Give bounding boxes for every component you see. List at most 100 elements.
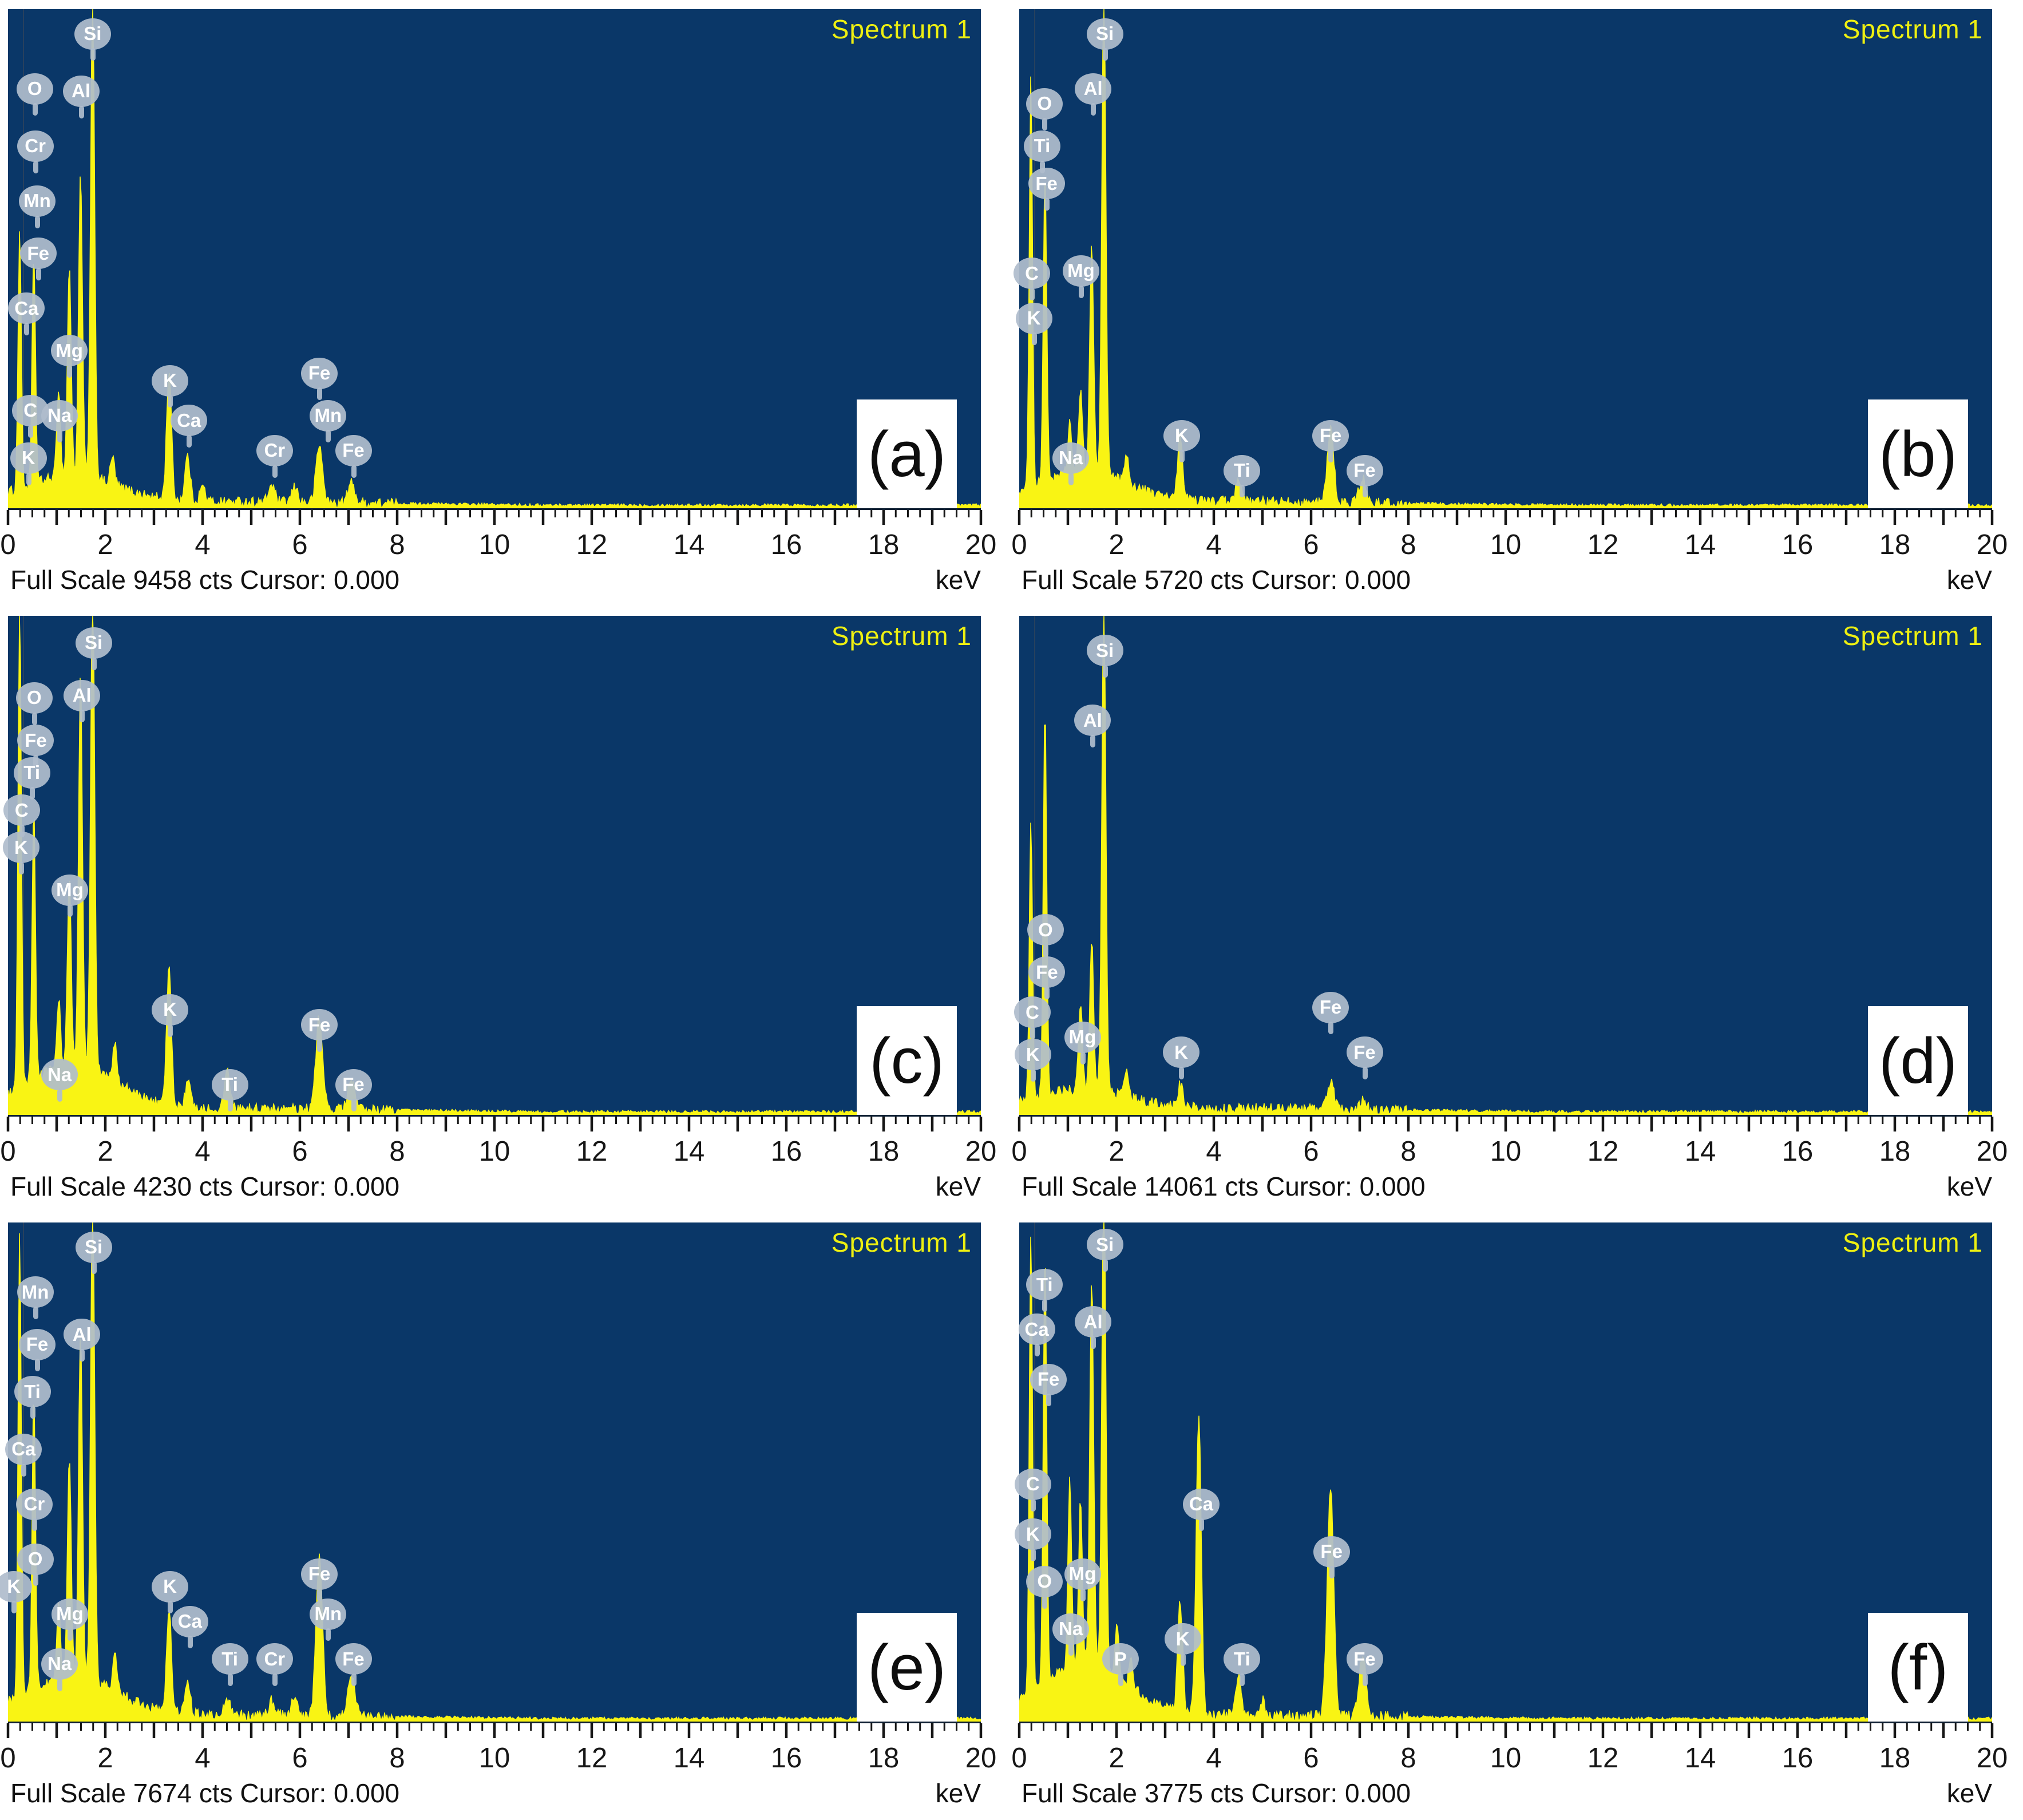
x-axis-tick-labels: 0 2 4 6 8 10 12 14 16 18 20 (0, 1135, 996, 1168)
element-label-ca: Ca (5, 1433, 42, 1477)
element-label-fe: Fe (1312, 991, 1349, 1035)
element-label-c: C (1014, 258, 1051, 300)
spectrum-plot-area: Spectrum 1 Si Al O Ti Fe C Mg K Na K Ti Fe Fe (b) (1014, 9, 1992, 510)
spectrum-title: Spectrum 1 (1842, 14, 1983, 44)
x-tick-label: 12 (576, 529, 608, 560)
element-label-ti: Ti (14, 1376, 51, 1419)
element-label-al: Al (62, 75, 100, 118)
element-label-ti: Ti (13, 757, 50, 800)
element-label-al: Al (64, 1319, 101, 1362)
element-label-ca: Ca (171, 405, 208, 448)
x-tick-label: 8 (389, 1136, 405, 1167)
x-tick-label: 10 (1490, 1743, 1522, 1774)
element-label-k: K (1014, 1518, 1051, 1561)
element-label-cr: Cr (256, 434, 293, 478)
x-tick-label: 10 (1490, 529, 1522, 560)
element-label-fe: Fe (19, 1328, 56, 1372)
panel-letter-badge: (d) (1868, 1006, 1968, 1115)
x-tick-label: 10 (478, 1136, 510, 1167)
x-tick-label: 6 (1303, 529, 1319, 560)
element-label-al: Al (64, 679, 101, 723)
x-tick-label: 10 (478, 529, 510, 560)
element-label-c: C (3, 794, 40, 837)
element-label-mn: Mn (17, 1276, 54, 1319)
element-label-mg: Mg (51, 1598, 88, 1641)
element-label-na: Na (1052, 442, 1090, 485)
element-label-k: K (1015, 302, 1052, 346)
x-tick-label: 12 (1587, 1136, 1619, 1167)
spectrum-trace (8, 1222, 981, 1722)
spectrum-title: Spectrum 1 (1842, 1228, 1983, 1257)
spectrum-title: Spectrum 1 (831, 14, 972, 44)
element-label-ti: Ti (211, 1069, 248, 1112)
x-tick-label: 18 (868, 1136, 900, 1167)
element-label-mg: Mg (1064, 1558, 1101, 1601)
status-row: Full Scale 14061 cts Cursor: 0.000 keV (1019, 1171, 1992, 1203)
element-label-fe: Fe (335, 1643, 372, 1686)
x-tick-label: 0 (1011, 1743, 1027, 1774)
element-label-fe: Fe (335, 1069, 372, 1112)
element-label-ti: Ti (211, 1643, 248, 1686)
x-tick-label: 0 (1011, 1136, 1027, 1167)
element-label-si: Si (74, 18, 111, 61)
x-tick-label: 14 (1684, 529, 1716, 560)
x-tick-label: 6 (292, 529, 308, 560)
spectrum-area-path (8, 9, 981, 508)
x-tick-label: 6 (1303, 1136, 1319, 1167)
x-tick-label: 16 (770, 529, 802, 560)
status-row: Full Scale 4230 cts Cursor: 0.000 keV (8, 1171, 981, 1203)
spectrum-area-path (1019, 616, 1992, 1115)
x-tick-label: 14 (673, 1136, 705, 1167)
x-tick-label: 4 (1206, 1136, 1222, 1167)
x-tick-label: 4 (195, 1136, 211, 1167)
element-label-fe: Fe (335, 434, 372, 478)
x-axis-tick-labels: 0 2 4 6 8 10 12 14 16 18 20 (0, 1742, 996, 1774)
x-tick-label: 14 (1684, 1743, 1716, 1774)
element-label-fe: Fe (301, 357, 338, 401)
status-row: Full Scale 9458 cts Cursor: 0.000 keV (8, 564, 981, 596)
x-axis-unit-label: keV (935, 565, 981, 595)
element-label-fe: Fe (1312, 420, 1349, 463)
element-label-si: Si (1086, 635, 1123, 678)
x-axis-ticks (1018, 510, 1994, 525)
element-label-fe: Fe (301, 1009, 338, 1052)
x-tick-label: 6 (1303, 1743, 1319, 1774)
element-label-fe: Fe (1313, 1536, 1350, 1579)
spectrum-area-path (8, 1222, 981, 1722)
full-scale-status-text: Full Scale 3775 cts Cursor: 0.000 (1022, 1778, 1411, 1808)
x-axis-unit-label: keV (1946, 1172, 1992, 1201)
spectrum-trace (8, 616, 981, 1115)
status-row: Full Scale 5720 cts Cursor: 0.000 keV (1019, 564, 1992, 596)
spectrum-trace (8, 9, 981, 508)
spectrum-title: Spectrum 1 (1842, 621, 1983, 651)
element-label-ti: Ti (1026, 1269, 1063, 1312)
element-label-fe: Fe (17, 725, 54, 767)
x-tick-label: 4 (1206, 529, 1222, 560)
element-label-fe: Fe (19, 238, 57, 281)
panel-letter-badge: (e) (857, 1613, 957, 1722)
x-tick-label: 12 (576, 1136, 608, 1167)
element-label-k: K (152, 1570, 189, 1614)
y-axis-line (1034, 616, 1035, 1115)
element-label-c: C (1014, 1468, 1051, 1512)
element-label-na: Na (41, 399, 78, 443)
element-label-k: K (10, 442, 47, 485)
x-tick-label: 2 (1109, 1743, 1125, 1774)
element-label-ca: Ca (8, 292, 45, 335)
x-axis-unit-label: keV (1946, 565, 1992, 595)
x-tick-label: 8 (1400, 1743, 1416, 1774)
element-label-fe: Fe (1028, 956, 1066, 1000)
x-tick-label: 8 (389, 1743, 405, 1774)
x-tick-label: 8 (389, 529, 405, 560)
x-tick-label: 2 (1109, 529, 1125, 560)
spectrum-area-path (8, 616, 981, 1115)
element-label-fe: Fe (1028, 168, 1065, 211)
x-axis-tick-labels: 0 2 4 6 8 10 12 14 16 18 20 (0, 529, 996, 561)
x-axis-ticks (1018, 1723, 1994, 1738)
x-axis-ticks (6, 510, 983, 525)
element-label-c: C (1014, 996, 1051, 1040)
element-label-mn: Mn (19, 185, 56, 228)
